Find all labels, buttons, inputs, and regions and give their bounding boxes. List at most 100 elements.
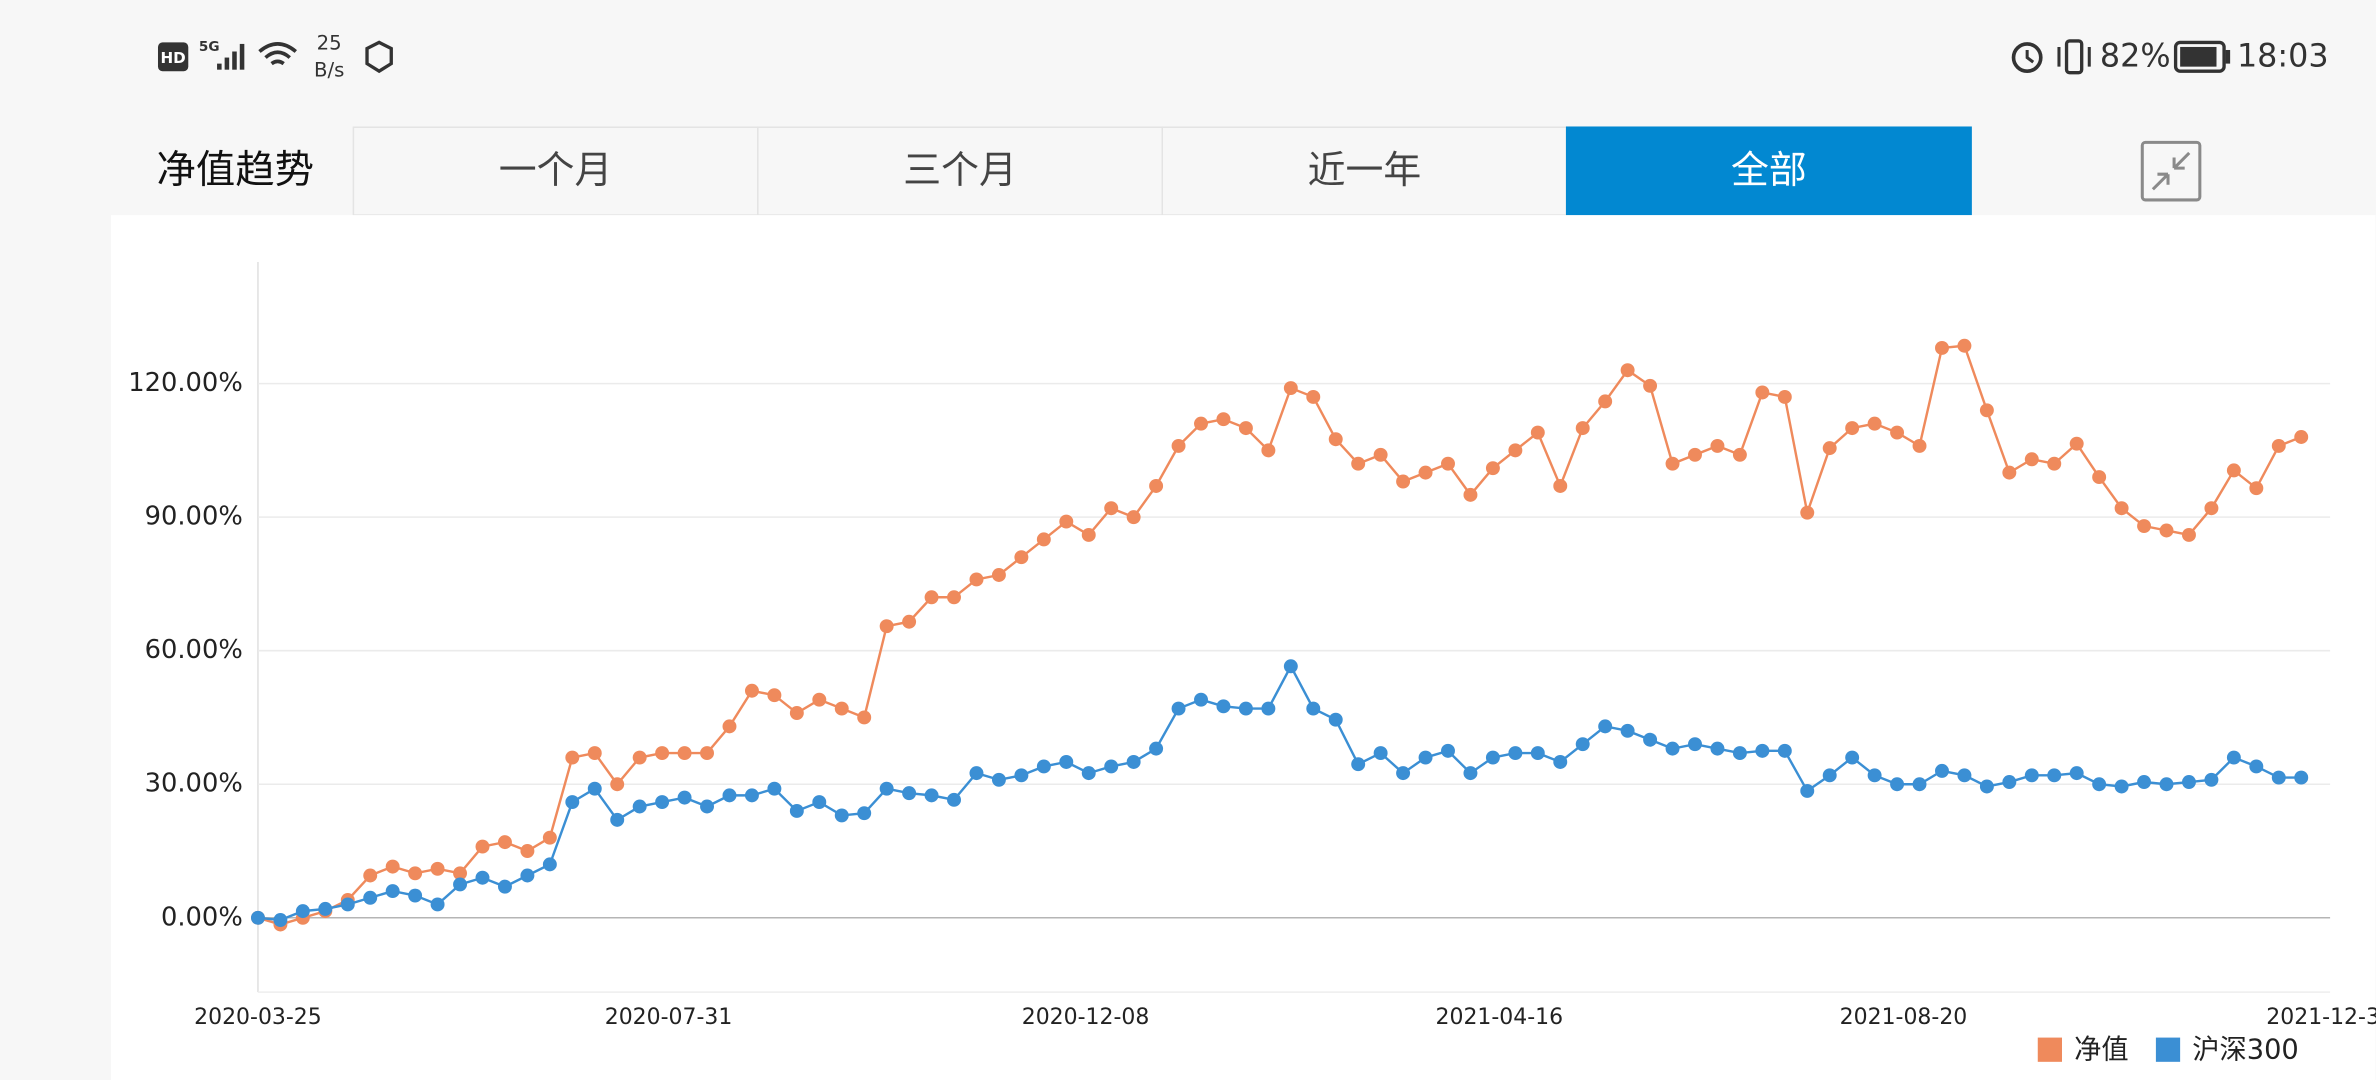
speed-value: 25: [317, 31, 342, 54]
tab[interactable]: [1161, 126, 1568, 216]
data-point: [1283, 659, 1298, 674]
data-point: [2159, 523, 2174, 538]
data-point: [2181, 527, 2196, 542]
legend-swatch: [2037, 1037, 2062, 1062]
data-point: [2271, 770, 2286, 785]
x-tick-label: 2020-03-25: [194, 1005, 322, 1030]
data-point: [1059, 755, 1074, 769]
data-point: [1732, 447, 1747, 462]
data-point: [1463, 766, 1478, 781]
data-point: [1890, 425, 1905, 440]
data-point: [969, 572, 984, 587]
tab[interactable]: [352, 126, 759, 216]
data-point: [1396, 474, 1411, 489]
data-point: [924, 788, 939, 803]
data-point: [2114, 779, 2129, 794]
data-point: [1688, 447, 1702, 462]
data-point: [2204, 501, 2219, 516]
data-point: [879, 781, 894, 796]
tab[interactable]: [1565, 126, 1972, 216]
collapse-button[interactable]: [2140, 140, 2202, 202]
legend-label: 沪深300: [2192, 1035, 2299, 1066]
wifi-icon: [258, 42, 297, 66]
y-tick-label: 30.00%: [145, 769, 243, 799]
data-point: [2024, 452, 2039, 467]
data-point: [2069, 766, 2084, 781]
data-point: [1643, 378, 1658, 393]
tab-label[interactable]: 近一年: [1308, 148, 1422, 192]
data-point: [1822, 768, 1837, 783]
data-point: [2092, 470, 2107, 485]
data-point: [587, 781, 602, 796]
data-point: [1979, 779, 1994, 794]
data-point: [2114, 501, 2129, 516]
data-point: [632, 799, 647, 814]
data-point: [991, 772, 1006, 787]
data-point: [789, 803, 804, 818]
data-point: [1957, 338, 1972, 353]
data-point: [2024, 768, 2039, 783]
data-point: [318, 901, 333, 916]
data-point: [1800, 783, 1815, 798]
data-point: [250, 910, 265, 925]
data-point: [924, 590, 939, 605]
data-point: [587, 746, 602, 761]
tab-label[interactable]: 一个月: [499, 148, 613, 192]
data-point: [430, 861, 445, 876]
data-point: [1755, 385, 1770, 400]
data-point: [1530, 425, 1545, 440]
status-bar: HD 5G 25 B/s 82% 18:03: [157, 31, 2329, 82]
data-point: [408, 866, 423, 881]
tab[interactable]: [757, 126, 1164, 216]
data-point: [879, 619, 894, 634]
data-point: [2271, 438, 2286, 453]
data-point: [1396, 766, 1411, 781]
data-point: [2137, 775, 2152, 789]
x-tick-label: 2021-12-31: [2266, 1005, 2376, 1030]
data-point: [632, 750, 647, 765]
data-point: [2002, 775, 2017, 789]
data-point: [1553, 479, 1568, 493]
data-point: [789, 706, 804, 720]
y-tick-label: 60.00%: [145, 635, 243, 665]
data-point: [1508, 746, 1523, 761]
data-point: [767, 781, 782, 796]
data-point: [1351, 757, 1366, 772]
data-point: [1530, 746, 1545, 761]
data-point: [1261, 443, 1276, 458]
data-point: [408, 888, 423, 903]
speed-unit: B/s: [314, 59, 344, 82]
data-point: [363, 868, 378, 883]
data-point: [1194, 692, 1208, 707]
data-point: [565, 795, 580, 810]
data-point: [1598, 394, 1613, 409]
data-point: [857, 806, 872, 821]
tab-label[interactable]: 全部: [1731, 148, 1807, 192]
data-point: [969, 766, 984, 781]
data-point: [2249, 759, 2264, 774]
data-point: [1014, 768, 1029, 783]
data-point: [1688, 737, 1702, 752]
data-point: [947, 590, 961, 605]
vibrate-lines: [2057, 46, 2091, 67]
data-point: [475, 870, 490, 885]
tab-label[interactable]: 三个月: [903, 148, 1017, 192]
data-point: [655, 795, 670, 810]
data-point: [1755, 743, 1770, 758]
data-point: [542, 830, 557, 845]
data-point: [1620, 363, 1635, 378]
data-point: [2002, 465, 2017, 480]
y-tick-label: 0.00%: [161, 902, 243, 932]
battery-outline: [2173, 40, 2226, 73]
data-point: [1238, 421, 1253, 436]
data-point: [1418, 750, 1433, 765]
data-point: [1553, 755, 1568, 769]
data-point: [1643, 732, 1658, 747]
data-point: [1328, 712, 1343, 727]
data-point: [1283, 381, 1298, 396]
data-point: [1081, 527, 1096, 542]
data-point: [1485, 461, 1500, 476]
data-point: [385, 859, 400, 874]
collapse-frame[interactable]: [2140, 140, 2202, 202]
